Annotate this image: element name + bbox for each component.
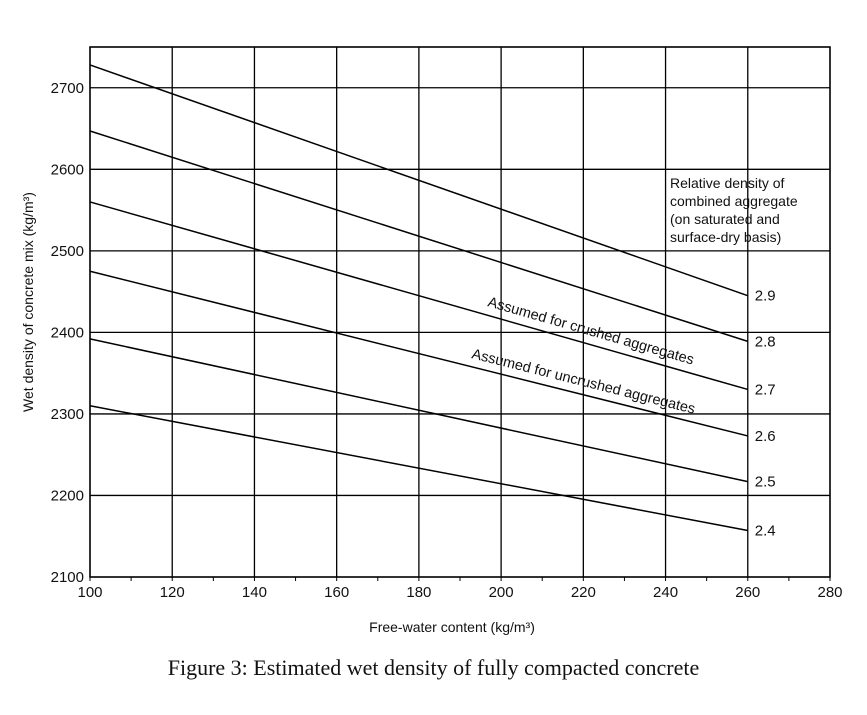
- y-axis-label: Wet density of concrete mix (kg/m³): [20, 192, 36, 412]
- grid: [89, 46, 831, 581]
- y-tick-labels: 2100 2200 2300 2400 2500 2600 2700: [51, 80, 84, 586]
- x-tick-label: 120: [160, 584, 185, 601]
- x-tick-label: 100: [77, 584, 102, 601]
- figure-caption: Figure 3: Estimated wet density of fully…: [167, 655, 700, 680]
- x-tick-label: 240: [653, 584, 678, 601]
- series-line-2.5: [89, 338, 748, 483]
- series-label-2.4: 2.4: [755, 523, 776, 540]
- x-tick-label: 260: [735, 584, 760, 601]
- series-line-2.6: [89, 270, 748, 437]
- plot-frame: [89, 46, 831, 578]
- y-tick-label: 2400: [51, 324, 84, 341]
- series-line-2.8: [89, 130, 749, 343]
- y-tick-label: 2500: [51, 243, 84, 260]
- series-label-2.7: 2.7: [755, 381, 776, 398]
- series-line-2.4: [89, 405, 748, 532]
- series-label-2.9: 2.9: [755, 288, 776, 305]
- y-tick-label: 2200: [51, 487, 84, 504]
- legend-title: Relative density of combined aggregate (on…: [670, 175, 798, 245]
- series-label-2.6: 2.6: [755, 428, 776, 445]
- series-label-2.8: 2.8: [755, 333, 776, 350]
- series-label-2.5: 2.5: [755, 474, 776, 491]
- series-line-2.9: [89, 64, 749, 297]
- series-line-2.7: [89, 201, 748, 391]
- series-labels: 2.9 2.8 2.7 2.6 2.5 2.4: [755, 288, 776, 540]
- x-tick-labels: 100 120 140 160 180 200 220 240 260 280: [77, 584, 842, 601]
- legend-title-line: surface-dry basis): [670, 229, 781, 245]
- y-tick-label: 2100: [51, 569, 84, 586]
- x-tick-label: 220: [571, 584, 596, 601]
- x-tick-label: 180: [406, 584, 431, 601]
- x-tick-label: 140: [242, 584, 267, 601]
- x-axis-label: Free-water content (kg/m³): [369, 619, 535, 635]
- x-tick-label: 160: [324, 584, 349, 601]
- x-tick-label: 280: [817, 584, 842, 601]
- y-tick-label: 2300: [51, 406, 84, 423]
- legend-title-line: (on saturated and: [670, 211, 780, 227]
- y-tick-label: 2700: [51, 80, 84, 97]
- series-lines: [89, 64, 749, 532]
- y-tick-label: 2600: [51, 161, 84, 178]
- legend-title-line: Relative density of: [670, 175, 785, 191]
- x-tick-label: 200: [489, 584, 514, 601]
- legend-title-line: combined aggregate: [670, 193, 798, 209]
